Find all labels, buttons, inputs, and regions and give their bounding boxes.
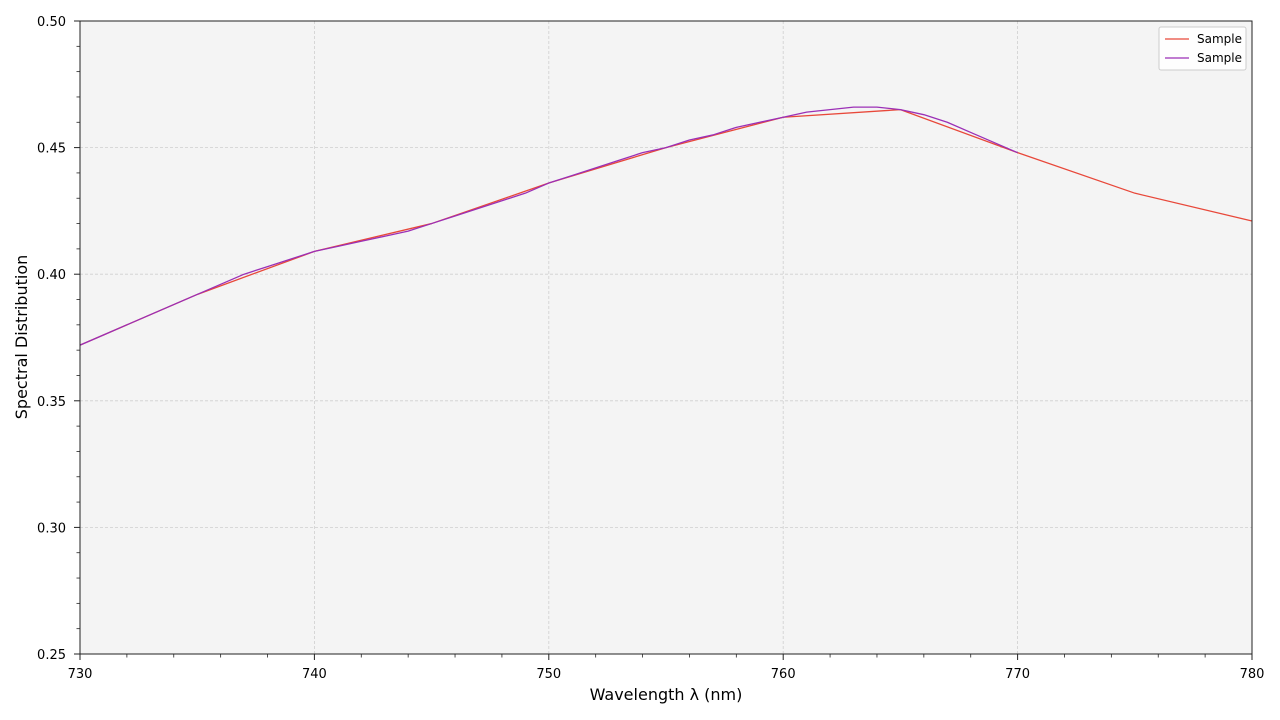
y-tick-label: 0.25: [37, 648, 66, 663]
x-tick-label: 750: [536, 667, 561, 682]
y-tick-label: 0.45: [37, 142, 66, 157]
y-tick-label: 0.30: [37, 521, 66, 536]
legend-label-1: Sample: [1197, 32, 1242, 46]
x-tick-label: 770: [1005, 667, 1030, 682]
y-tick-label: 0.35: [37, 395, 66, 410]
x-axis-label: Wavelength λ (nm): [590, 685, 743, 704]
x-tick-label: 760: [771, 667, 796, 682]
legend-box: [1158, 26, 1247, 71]
axis-ticks: 730 740 750 760 770 780 0.25 0.30 0.35 0.40 0.45 0.…: [37, 15, 1264, 682]
y-tick-label: 0.40: [37, 268, 66, 283]
series-layer: [79, 106, 1253, 346]
series-line-2: [79, 106, 1018, 346]
legend: Sample Sample: [1158, 26, 1247, 71]
grid-lines: [80, 21, 1252, 654]
y-axis-label: Spectral Distribution: [12, 255, 31, 419]
x-tick-label: 780: [1240, 667, 1265, 682]
plot-frame: [79, 20, 1253, 655]
x-tick-label: 730: [68, 667, 93, 682]
y-tick-label: 0.50: [37, 15, 66, 30]
x-tick-label: 740: [302, 667, 327, 682]
legend-label-2: Sample: [1197, 51, 1242, 65]
plot-area: [80, 21, 1252, 654]
